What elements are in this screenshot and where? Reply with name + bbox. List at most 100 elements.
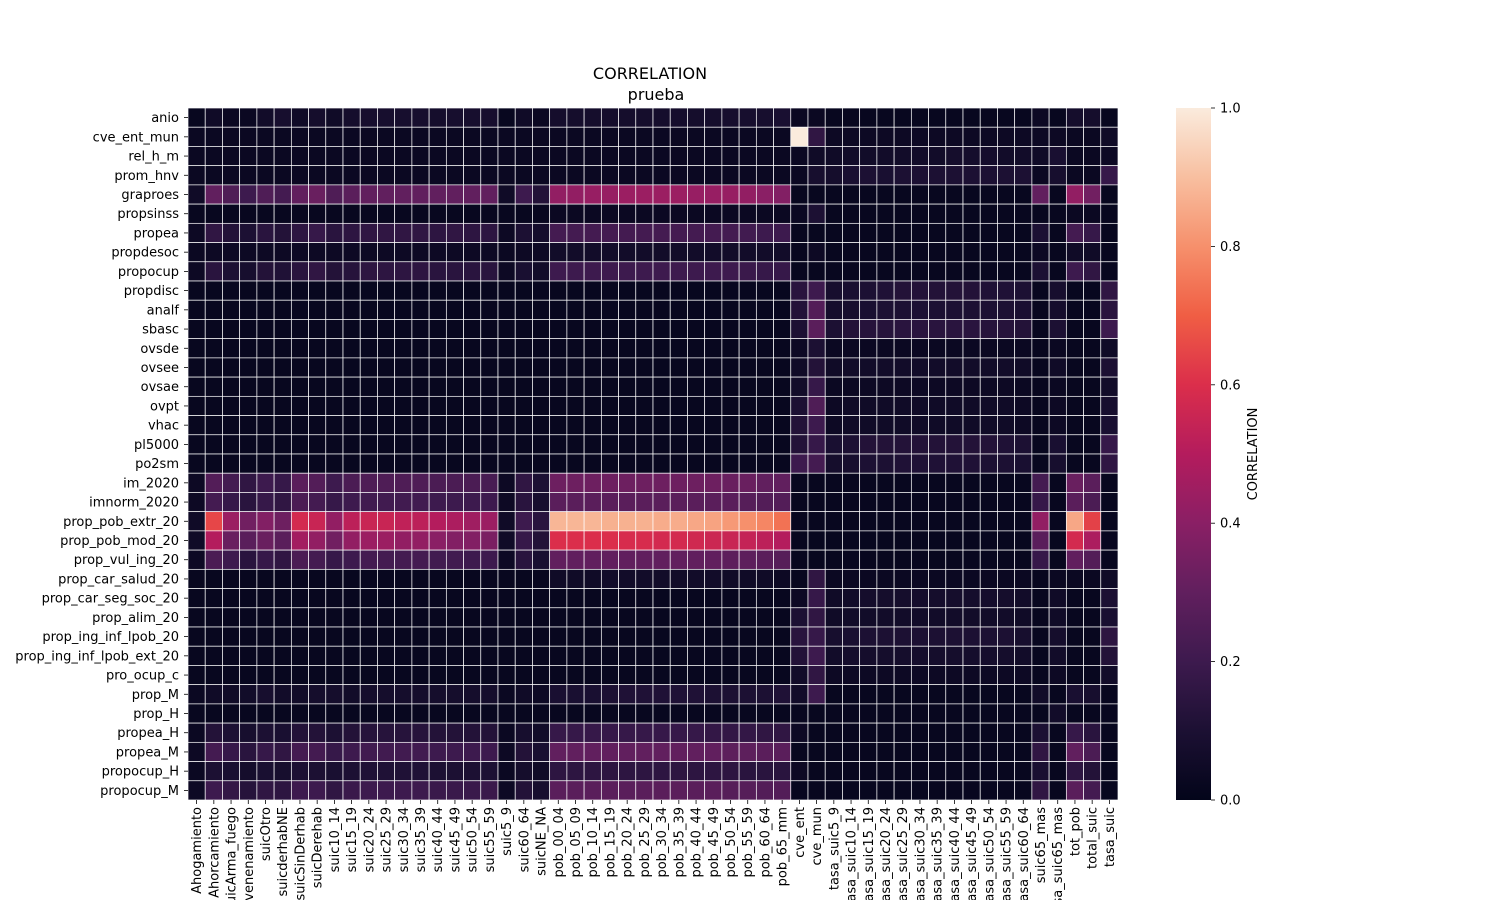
heatmap-cell — [669, 126, 688, 147]
heatmap-cell — [1031, 741, 1050, 762]
heatmap-cell — [635, 588, 654, 609]
heatmap-cell — [308, 722, 327, 743]
heatmap-cell — [411, 107, 430, 128]
heatmap-cell — [824, 665, 843, 686]
x-tick-label: tasa_suic55_59 — [1000, 807, 1015, 900]
heatmap-cell — [394, 107, 413, 128]
heatmap-cell — [687, 338, 706, 359]
heatmap-cell — [463, 511, 482, 532]
heatmap-cell — [583, 665, 602, 686]
heatmap-cell — [239, 184, 258, 205]
heatmap-cell — [824, 434, 843, 455]
heatmap-cell — [738, 165, 757, 186]
heatmap-cell — [1100, 107, 1119, 128]
heatmap-cell — [842, 703, 861, 724]
heatmap-cell — [222, 165, 241, 186]
heatmap-cell — [1031, 722, 1050, 743]
heatmap-cell — [618, 146, 637, 167]
heatmap-cell — [979, 722, 998, 743]
heatmap-cell — [256, 549, 275, 570]
heatmap-cell — [497, 242, 516, 263]
heatmap-cell — [566, 434, 585, 455]
heatmap-cell — [773, 472, 792, 493]
heatmap-cell — [377, 395, 396, 416]
heatmap-cell — [997, 549, 1016, 570]
heatmap-cell — [514, 146, 533, 167]
heatmap-cell — [290, 453, 309, 474]
heatmap-cell — [273, 184, 292, 205]
heatmap-cell — [928, 472, 947, 493]
heatmap-cell — [239, 568, 258, 589]
heatmap-cell — [325, 165, 344, 186]
heatmap-cell — [979, 780, 998, 801]
heatmap-cell — [910, 376, 929, 397]
heatmap-cell — [532, 741, 551, 762]
heatmap-cell — [325, 684, 344, 705]
heatmap-cell — [928, 280, 947, 301]
heatmap-cell — [1065, 415, 1084, 436]
heatmap-cell — [445, 242, 464, 263]
heatmap-cell — [204, 261, 223, 282]
heatmap-cell — [669, 357, 688, 378]
heatmap-cell — [859, 472, 878, 493]
heatmap-cell — [549, 472, 568, 493]
heatmap-cell — [910, 607, 929, 628]
heatmap-cell — [308, 203, 327, 224]
heatmap-cell — [549, 684, 568, 705]
heatmap-cell — [635, 492, 654, 513]
heatmap-cell — [1031, 492, 1050, 513]
heatmap-cell — [583, 722, 602, 743]
heatmap-cell — [962, 357, 981, 378]
heatmap-cell — [859, 684, 878, 705]
heatmap-cell — [997, 588, 1016, 609]
heatmap-cell — [721, 607, 740, 628]
heatmap-cell — [773, 107, 792, 128]
heatmap-cell — [721, 434, 740, 455]
heatmap-cell — [859, 203, 878, 224]
heatmap-cell — [1014, 126, 1033, 147]
heatmap-cell — [532, 126, 551, 147]
heatmap-cell — [273, 319, 292, 340]
heatmap-cell — [308, 222, 327, 243]
heatmap-cell — [394, 568, 413, 589]
heatmap-cell — [566, 146, 585, 167]
heatmap-cell — [1048, 126, 1067, 147]
heatmap-cell — [497, 319, 516, 340]
heatmap-cell — [635, 299, 654, 320]
y-tick-label: cve_ent_mun — [93, 130, 179, 145]
heatmap-cell — [428, 568, 447, 589]
heatmap-cell — [256, 242, 275, 263]
y-tick-label: prop_M — [132, 688, 179, 703]
heatmap-cell — [566, 549, 585, 570]
heatmap-cell — [910, 261, 929, 282]
heatmap-cell — [411, 530, 430, 551]
x-tick-label: pob_50_54 — [724, 807, 739, 878]
heatmap-cell — [342, 588, 361, 609]
heatmap-cell — [308, 165, 327, 186]
heatmap-cell — [618, 703, 637, 724]
heatmap-cell — [411, 780, 430, 801]
heatmap-cell — [893, 492, 912, 513]
heatmap-cell — [583, 645, 602, 666]
heatmap-cell — [1014, 242, 1033, 263]
heatmap-cell — [428, 434, 447, 455]
heatmap-cell — [514, 568, 533, 589]
colorbar-label: CORRELATION — [1246, 408, 1261, 501]
heatmap-cell — [549, 203, 568, 224]
heatmap-cell — [669, 780, 688, 801]
heatmap-cell — [290, 511, 309, 532]
heatmap-cell — [204, 415, 223, 436]
heatmap-cell — [928, 357, 947, 378]
heatmap-cell — [290, 415, 309, 436]
heatmap-cell — [1065, 741, 1084, 762]
heatmap-cell — [807, 299, 826, 320]
heatmap-cell — [893, 434, 912, 455]
heatmap-cell — [411, 626, 430, 647]
heatmap-cell — [411, 184, 430, 205]
heatmap-cell — [308, 242, 327, 263]
heatmap-cell — [187, 568, 206, 589]
heatmap-cell — [411, 357, 430, 378]
x-tick-label: pob_55_59 — [741, 807, 756, 878]
heatmap-cell — [1065, 453, 1084, 474]
heatmap-cell — [910, 299, 929, 320]
